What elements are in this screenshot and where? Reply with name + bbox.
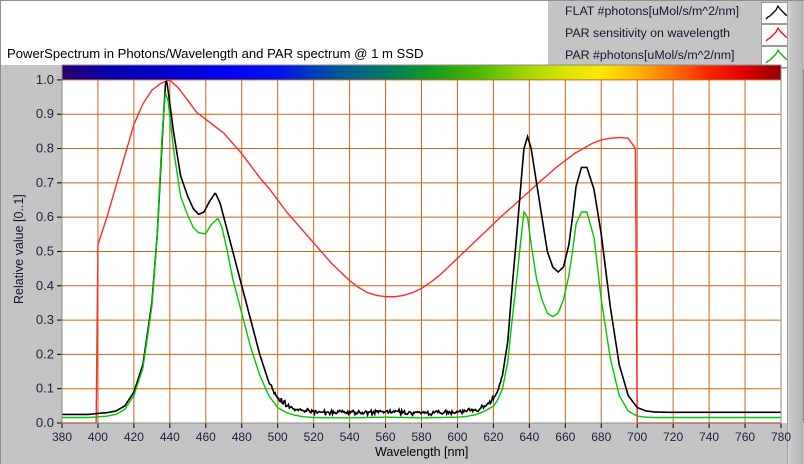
svg-text:0.6: 0.6 bbox=[36, 209, 54, 224]
svg-text:660: 660 bbox=[555, 430, 575, 444]
svg-text:600: 600 bbox=[447, 430, 467, 444]
svg-text:400: 400 bbox=[88, 430, 108, 444]
svg-text:0.1: 0.1 bbox=[36, 381, 54, 396]
svg-text:680: 680 bbox=[591, 430, 611, 444]
svg-text:0.4: 0.4 bbox=[36, 278, 54, 293]
svg-text:620: 620 bbox=[483, 430, 503, 444]
svg-text:560: 560 bbox=[376, 430, 396, 444]
svg-text:520: 520 bbox=[304, 430, 324, 444]
svg-text:0.8: 0.8 bbox=[36, 141, 54, 156]
svg-text:0.7: 0.7 bbox=[36, 175, 54, 190]
svg-text:440: 440 bbox=[160, 430, 180, 444]
svg-text:0.9: 0.9 bbox=[36, 106, 54, 121]
svg-text:380: 380 bbox=[52, 430, 72, 444]
svg-text:760: 760 bbox=[735, 430, 755, 444]
svg-text:0.0: 0.0 bbox=[36, 415, 54, 430]
svg-text:0.3: 0.3 bbox=[36, 312, 54, 327]
svg-text:780: 780 bbox=[771, 430, 791, 444]
svg-text:580: 580 bbox=[411, 430, 431, 444]
svg-text:700: 700 bbox=[627, 430, 647, 444]
svg-text:540: 540 bbox=[340, 430, 360, 444]
svg-text:640: 640 bbox=[519, 430, 539, 444]
svg-text:720: 720 bbox=[663, 430, 683, 444]
svg-text:500: 500 bbox=[268, 430, 288, 444]
svg-text:460: 460 bbox=[196, 430, 216, 444]
svg-text:740: 740 bbox=[699, 430, 719, 444]
svg-text:1.0: 1.0 bbox=[36, 72, 54, 87]
svg-text:420: 420 bbox=[124, 430, 144, 444]
svg-text:480: 480 bbox=[232, 430, 252, 444]
svg-text:0.2: 0.2 bbox=[36, 346, 54, 361]
svg-text:0.5: 0.5 bbox=[36, 243, 54, 258]
